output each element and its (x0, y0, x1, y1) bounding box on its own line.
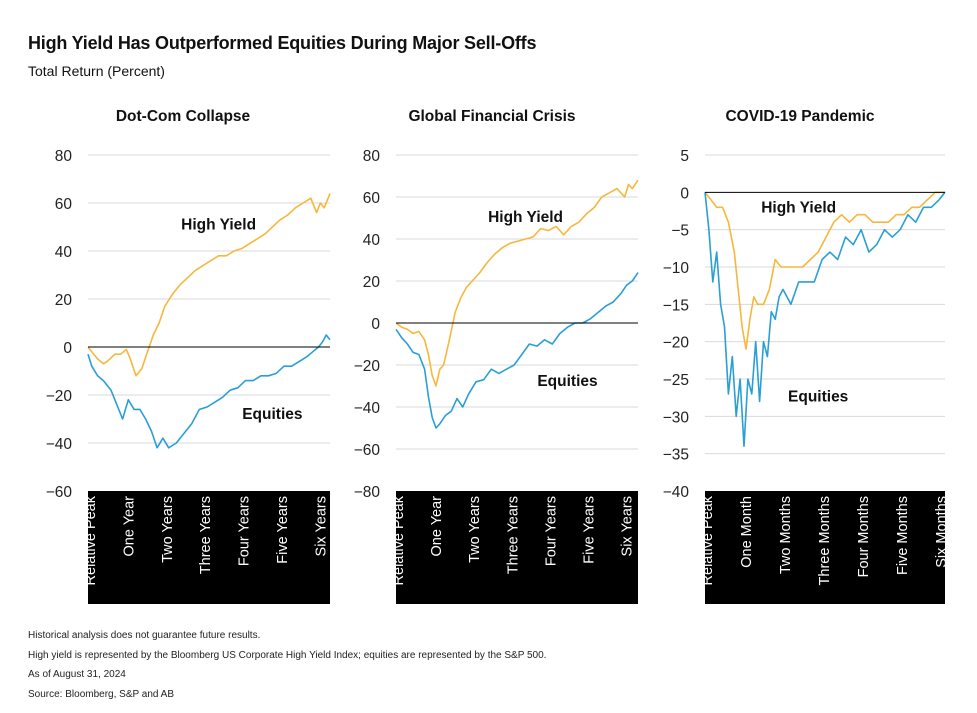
chart-panel-1: Dot-Com Collapse 80 60 40 20 0 −20 −40 −60 Relati… (46, 108, 331, 604)
footnotes: Historical analysis does not guarantee f… (28, 629, 546, 707)
x-tick-label: One Month (739, 496, 755, 568)
x-tick-label: One Year (121, 496, 137, 557)
y-tick-label: −35 (663, 447, 689, 464)
y-tick-label: −80 (354, 484, 381, 501)
y-tick-label: 80 (363, 148, 381, 165)
x-tick-label: Relative Peak (700, 495, 716, 585)
series-label-equities: Equities (242, 406, 302, 423)
x-tick-label: Five Years (582, 496, 598, 564)
footnote-source: Source: Bloomberg, S&P and AB (28, 688, 175, 700)
y-tick-label: −30 (663, 409, 690, 426)
y-tick-label: −40 (663, 484, 690, 501)
x-tick-label: Four Years (237, 496, 253, 566)
y-tick-label: −60 (46, 484, 73, 501)
y-tick-label: −20 (354, 358, 381, 375)
x-tick-label: Three Months (817, 496, 833, 585)
y-tick-label: 40 (363, 232, 381, 249)
chart-panel-3: COVID-19 Pandemic 5 0 −5 −10 −15 −20 −25 −30 −35 −… (663, 108, 950, 604)
series-label-high-yield: High Yield (181, 216, 256, 233)
panel-title: Global Financial Crisis (408, 108, 575, 125)
x-tick-label: Five Years (275, 496, 291, 564)
series-line-equities (87, 334, 331, 449)
charts-canvas: Dot-Com Collapse 80 60 40 20 0 −20 −40 −60 Relati… (45, 108, 950, 604)
x-axis-band (705, 491, 945, 604)
footnote-as-of-date: As of August 31, 2024 (28, 669, 126, 680)
footnote-disclaimer: Historical analysis does not guarantee f… (28, 630, 261, 641)
y-tick-label: −20 (663, 335, 690, 352)
y-tick-label: −5 (671, 223, 689, 240)
y-tick-label: 60 (55, 196, 73, 213)
y-tick-label: −10 (663, 260, 690, 277)
y-tick-label: 0 (63, 340, 72, 357)
y-tick-label: 5 (680, 148, 689, 165)
y-tick-label: 0 (680, 185, 689, 202)
series-line-equities (395, 272, 639, 429)
x-tick-label: Five Months (895, 496, 911, 575)
y-tick-label: −60 (354, 442, 381, 459)
y-tick-label: 0 (371, 316, 380, 333)
x-tick-label: Two Months (778, 496, 794, 574)
footnote-index-definition: High yield is represented by the Bloombe… (28, 649, 547, 661)
x-tick-label: Six Months (934, 496, 950, 568)
chart-title: High Yield Has Outperformed Equities Dur… (28, 33, 537, 53)
series-line-high-yield (704, 191, 945, 350)
x-tick-label: Relative Peak (83, 495, 99, 585)
series-label-high-yield: High Yield (761, 199, 836, 216)
series-line-equities (704, 191, 946, 448)
panel-title: COVID-19 Pandemic (725, 108, 874, 125)
x-tick-label: One Year (429, 496, 445, 557)
x-tick-label: Six Years (313, 496, 329, 556)
panel-title: Dot-Com Collapse (116, 108, 251, 125)
x-axis-band (396, 491, 638, 604)
y-tick-label: 20 (55, 292, 73, 309)
x-tick-label: Two Years (467, 496, 483, 563)
y-tick-label: 20 (363, 274, 381, 291)
y-tick-label: −20 (46, 388, 73, 405)
x-tick-label: Four Months (856, 496, 872, 577)
y-tick-label: −40 (46, 436, 73, 453)
series-label-high-yield: High Yield (488, 209, 563, 226)
x-tick-label: Six Years (620, 496, 636, 556)
x-tick-label: Three Years (505, 496, 521, 574)
x-tick-label: Four Years (543, 496, 559, 566)
x-tick-label: Three Years (198, 496, 214, 574)
y-tick-label: 80 (55, 148, 73, 165)
x-axis-band (88, 491, 330, 604)
y-tick-label: −25 (663, 372, 689, 389)
y-tick-label: −40 (354, 400, 381, 417)
x-tick-label: Relative Peak (391, 495, 407, 585)
series-label-equities: Equities (788, 388, 848, 405)
x-tick-label: Two Years (160, 496, 176, 563)
series-line-high-yield (395, 179, 639, 387)
series-label-equities: Equities (537, 373, 597, 390)
y-tick-label: 60 (363, 190, 381, 207)
chart-subtitle: Total Return (Percent) (28, 63, 165, 79)
y-tick-label: −15 (663, 297, 689, 314)
y-tick-label: 40 (55, 244, 73, 261)
series-line-high-yield (87, 193, 331, 377)
chart-panel-2: Global Financial Crisis 80 60 40 20 0 −20 −40 −6… (354, 108, 639, 604)
